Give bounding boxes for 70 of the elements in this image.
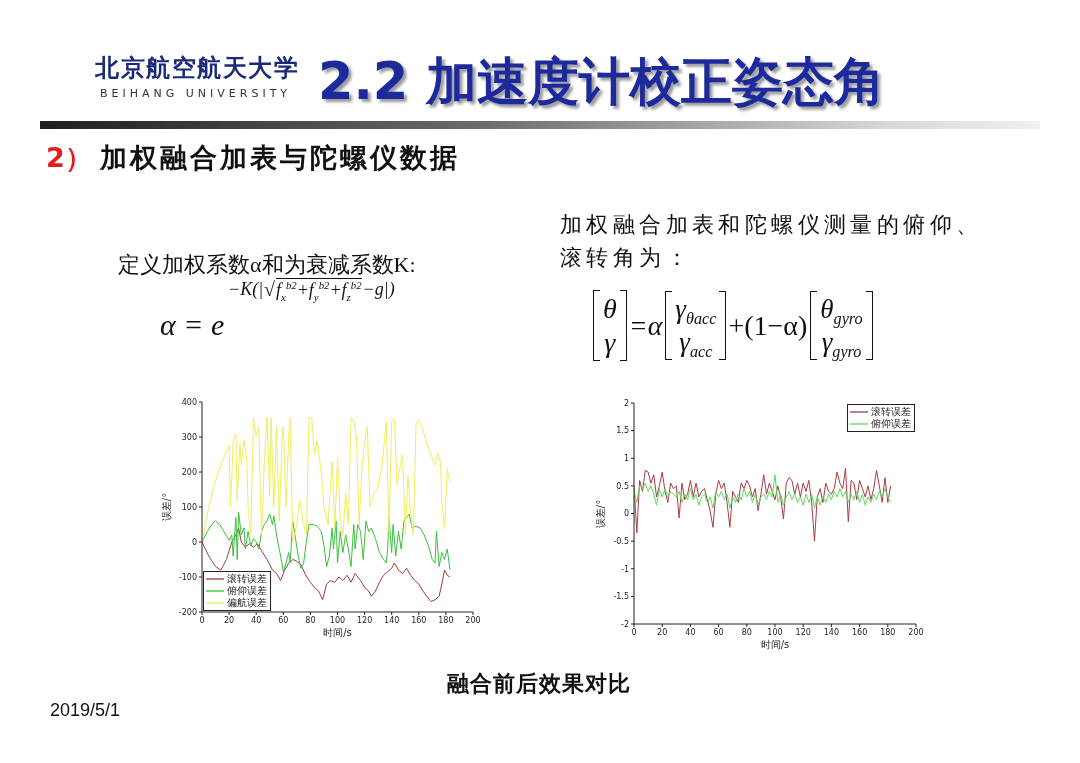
y-tick-label: -2 <box>621 619 629 629</box>
text: θ$_{gyro}$ <box>820 293 863 329</box>
y-tick-label: 1 <box>623 454 629 464</box>
y-tick-label: 0.5 <box>616 481 629 491</box>
x-tick-label: 60 <box>278 615 289 625</box>
y-axis-title: 误差/° <box>160 492 172 522</box>
x-tick-label: 80 <box>305 615 316 625</box>
x-tick-label: 120 <box>356 615 373 625</box>
x-axis-title: 时间/s <box>323 627 352 638</box>
x-tick-label: 140 <box>823 627 840 637</box>
x-tick-label: 60 <box>713 627 724 637</box>
y-tick-label: -200 <box>178 607 197 617</box>
x-tick-label: 200 <box>465 615 481 625</box>
x-tick-label: 180 <box>880 627 896 637</box>
text: 2.2 加速度计校正姿态角 <box>318 52 886 112</box>
y-tick-label: 300 <box>181 432 197 442</box>
x-tick-label: 180 <box>438 615 454 625</box>
x-tick-label: 40 <box>685 627 696 637</box>
x-tick-label: 40 <box>251 615 262 625</box>
y-tick-label: 2 <box>623 398 629 408</box>
text: −K(| <box>228 279 264 300</box>
line-series <box>634 474 892 509</box>
y-tick-label: 100 <box>181 502 197 512</box>
x-tick-label: 20 <box>657 627 668 637</box>
text: √ <box>264 278 276 301</box>
x-tick-label: 200 <box>908 627 924 637</box>
legend-label: 滚转误差 <box>227 573 267 585</box>
legend-label: 偏航误差 <box>227 597 267 609</box>
text: 北京航空航天大学 <box>95 55 299 83</box>
x-tick-label: 20 <box>224 615 235 625</box>
y-tick-label: -1 <box>621 564 629 574</box>
text: +(1−α) <box>728 309 808 342</box>
line-series <box>202 417 451 543</box>
text: 2） <box>46 142 92 174</box>
text: 加权融合加表和陀螺仪测量的俯仰、 <box>560 212 983 238</box>
y-tick-label: -0.5 <box>613 536 629 546</box>
x-tick-label: 160 <box>851 627 868 637</box>
line-series <box>634 467 892 542</box>
y-tick-label: -1.5 <box>613 592 629 602</box>
text: 2019/5/1 <box>50 700 121 721</box>
x-tick-label: 100 <box>329 615 346 625</box>
y-tick-label: 0 <box>191 537 197 547</box>
text: =α <box>628 309 663 342</box>
text: −g|) <box>362 279 395 300</box>
x-tick-label: 0 <box>631 627 637 637</box>
text: 加权融合加表与陀螺仪数据 <box>100 142 460 174</box>
y-tick-label: 400 <box>181 397 197 407</box>
text: θ <box>603 292 617 326</box>
y-tick-label: 0 <box>623 509 629 519</box>
x-tick-label: 160 <box>411 615 427 625</box>
y-axis-title: 误差/° <box>594 499 606 528</box>
text: BEIHANG UNIVERSITY <box>100 87 292 101</box>
text: α = e <box>160 308 225 343</box>
y-tick-label: 1.5 <box>616 426 629 436</box>
y-tick-label: 200 <box>181 467 197 477</box>
x-tick-label: 0 <box>199 615 205 625</box>
legend-label: 俯仰误差 <box>227 585 267 597</box>
legend-label: 滚转误差 <box>871 406 911 418</box>
text: 融合前后效果对比 <box>447 671 631 697</box>
x-tick-label: 140 <box>384 615 400 625</box>
x-tick-label: 80 <box>741 627 752 637</box>
text: γ <box>604 325 616 360</box>
line-series <box>202 511 451 573</box>
x-axis-title: 时间/s <box>760 639 790 650</box>
text: 定义加权系数α和为衰减系数K: <box>118 252 416 278</box>
y-tick-label: -100 <box>178 572 197 582</box>
legend-label: 俯仰误差 <box>871 418 911 430</box>
x-tick-label: 120 <box>795 627 811 637</box>
x-tick-label: 100 <box>767 627 783 637</box>
text: 滚转角为： <box>560 245 692 271</box>
